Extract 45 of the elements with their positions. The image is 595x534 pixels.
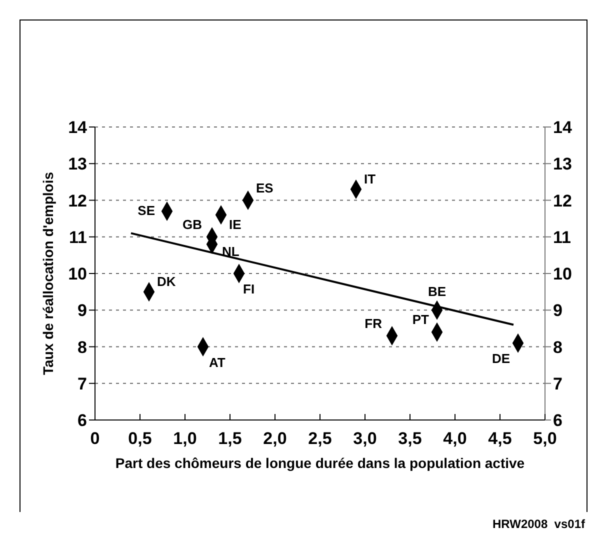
y-tick-label: 10 (68, 264, 87, 284)
x-axis-title: Part des chômeurs de longue durée dans la population active (115, 455, 525, 471)
annotation: DK (157, 274, 176, 289)
text: HRW2008 vs01f (492, 517, 586, 531)
x-tick-label: 0 (90, 429, 100, 448)
annotation: PT (412, 312, 430, 328)
y-tick-label: 7 (78, 374, 87, 394)
x-tick-label: 3,0 (353, 429, 377, 448)
x-tick-label: 0,5 (128, 429, 152, 448)
x-tick-label: 4,5 (488, 429, 512, 448)
y2-tick-label: 6 (553, 411, 562, 430)
y2-tick-label: 7 (553, 374, 562, 394)
annotation: FI (243, 282, 255, 296)
y2-tick-label: 14 (553, 118, 572, 137)
y2-tick-label: 8 (553, 338, 562, 357)
annotation: IT (364, 171, 376, 186)
annotation: BE (428, 284, 446, 300)
x-tick-label: 2,0 (263, 429, 287, 448)
annotation: FR (364, 316, 383, 331)
annotation: AT (209, 354, 226, 370)
annotation: NL (222, 244, 240, 260)
annotation: SE (138, 203, 156, 218)
y-tick-label: 9 (78, 301, 87, 320)
y-axis-title: Taux de réallocation d'emplois (40, 172, 56, 376)
y2-tick-label: 10 (553, 264, 572, 284)
x-tick-label: 4,0 (443, 429, 467, 448)
x-tick-label: 3,5 (398, 429, 422, 448)
annotation: DE (492, 351, 510, 366)
y-tick-label: 6 (78, 411, 87, 430)
y2-tick-label: 12 (553, 191, 572, 210)
x-tick-label: 5,0 (533, 429, 557, 448)
y2-tick-label: 13 (553, 154, 572, 174)
x-tick-label: 1,5 (218, 429, 242, 448)
y-tick-label: 13 (68, 154, 87, 174)
x-tick-label: 2,5 (308, 429, 332, 448)
annotation: ES (256, 180, 274, 196)
y2-tick-label: 11 (553, 228, 571, 247)
annotation: GB (182, 216, 202, 232)
y-tick-label: 12 (68, 191, 87, 210)
annotation: IE (229, 216, 242, 232)
x-tick-label: 1,0 (173, 429, 197, 448)
y-tick-label: 14 (68, 118, 88, 137)
y2-tick-label: 9 (553, 301, 562, 320)
y-tick-label: 8 (78, 338, 87, 357)
y-tick-label: 11 (69, 228, 87, 247)
